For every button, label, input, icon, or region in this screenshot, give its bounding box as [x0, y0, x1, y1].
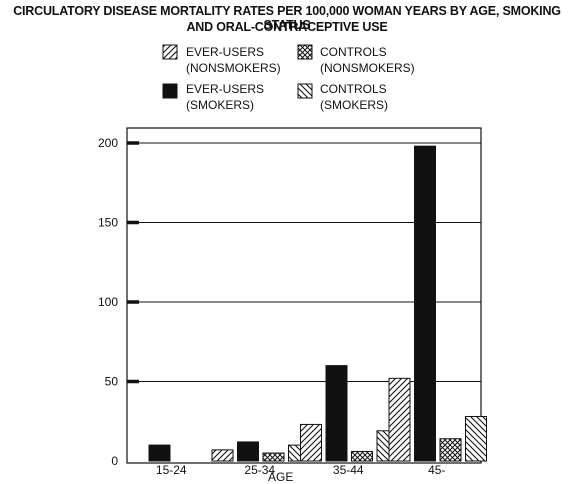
bar-hatch-right-45-	[388, 377, 411, 462]
legend-item-controls-smokers: CONTROLS (SMOKERS)	[297, 82, 388, 112]
bar-crosshatch-25-34	[262, 452, 285, 462]
legend-swatch-controls-nonsmokers	[297, 44, 313, 60]
y-axis: 0 50 100 150 200	[98, 136, 139, 468]
y-tick-label: 200	[98, 136, 118, 150]
y-tick-label: 50	[105, 375, 119, 389]
bars	[148, 145, 487, 462]
legend-label-line1: CONTROLS	[320, 82, 387, 96]
x-tick-label: 15-24	[156, 463, 187, 477]
bar-crosshatch-45-	[439, 438, 462, 462]
bar-solid-35-44	[325, 365, 348, 462]
legend-label-line1: EVER-USERS	[186, 82, 264, 96]
x-axis-label: AGE	[268, 470, 293, 484]
x-tick-label: 25-34	[244, 463, 275, 477]
x-tick-label: 35-44	[333, 463, 364, 477]
x-axis: 15-24 25-34 35-44 45-	[156, 463, 446, 477]
chart-title-line-2: AND ORAL-CONTRACEPTIVE USE	[186, 20, 388, 34]
bar-crosshatch-35-44	[351, 450, 373, 462]
legend: EVER-USERS (NONSMOKERS) EVER-USERS (SMOK…	[162, 44, 415, 112]
legend-label-line2: (NONSMOKERS)	[320, 61, 415, 75]
legend-label-line2: (SMOKERS)	[320, 98, 388, 112]
legend-label-line1: CONTROLS	[320, 45, 387, 59]
legend-item-ever-users-nonsmokers: EVER-USERS (NONSMOKERS)	[162, 44, 281, 75]
bar-solid-45-	[414, 145, 436, 462]
y-tick-label: 100	[98, 295, 118, 309]
legend-label-line1: EVER-USERS	[186, 45, 264, 59]
chart-title-line-1: CIRCULATORY DISEASE MORTALITY RATES PER …	[13, 4, 561, 32]
legend-item-ever-users-smokers: EVER-USERS (SMOKERS)	[162, 82, 264, 112]
bar-hatch-right-35-44	[300, 423, 322, 462]
y-tick-label: 150	[98, 216, 118, 230]
plot-area-frame	[126, 127, 482, 464]
legend-label-line2: (NONSMOKERS)	[186, 61, 281, 75]
legend-swatch-ever-users-smokers	[162, 83, 178, 99]
legend-swatch-ever-users-nonsmokers	[162, 44, 178, 60]
bar-solid-15-24	[148, 444, 171, 462]
bar-hatch-right-25-34	[211, 449, 234, 462]
x-tick-label: 45-	[428, 463, 445, 477]
legend-item-controls-nonsmokers: CONTROLS (NONSMOKERS)	[297, 44, 415, 75]
legend-label-line2: (SMOKERS)	[186, 98, 254, 112]
legend-swatch-controls-smokers	[297, 83, 313, 99]
bar-solid-25-34	[237, 441, 259, 462]
bar-hatch-left-45-	[465, 415, 487, 462]
y-tick-label: 0	[111, 454, 118, 468]
